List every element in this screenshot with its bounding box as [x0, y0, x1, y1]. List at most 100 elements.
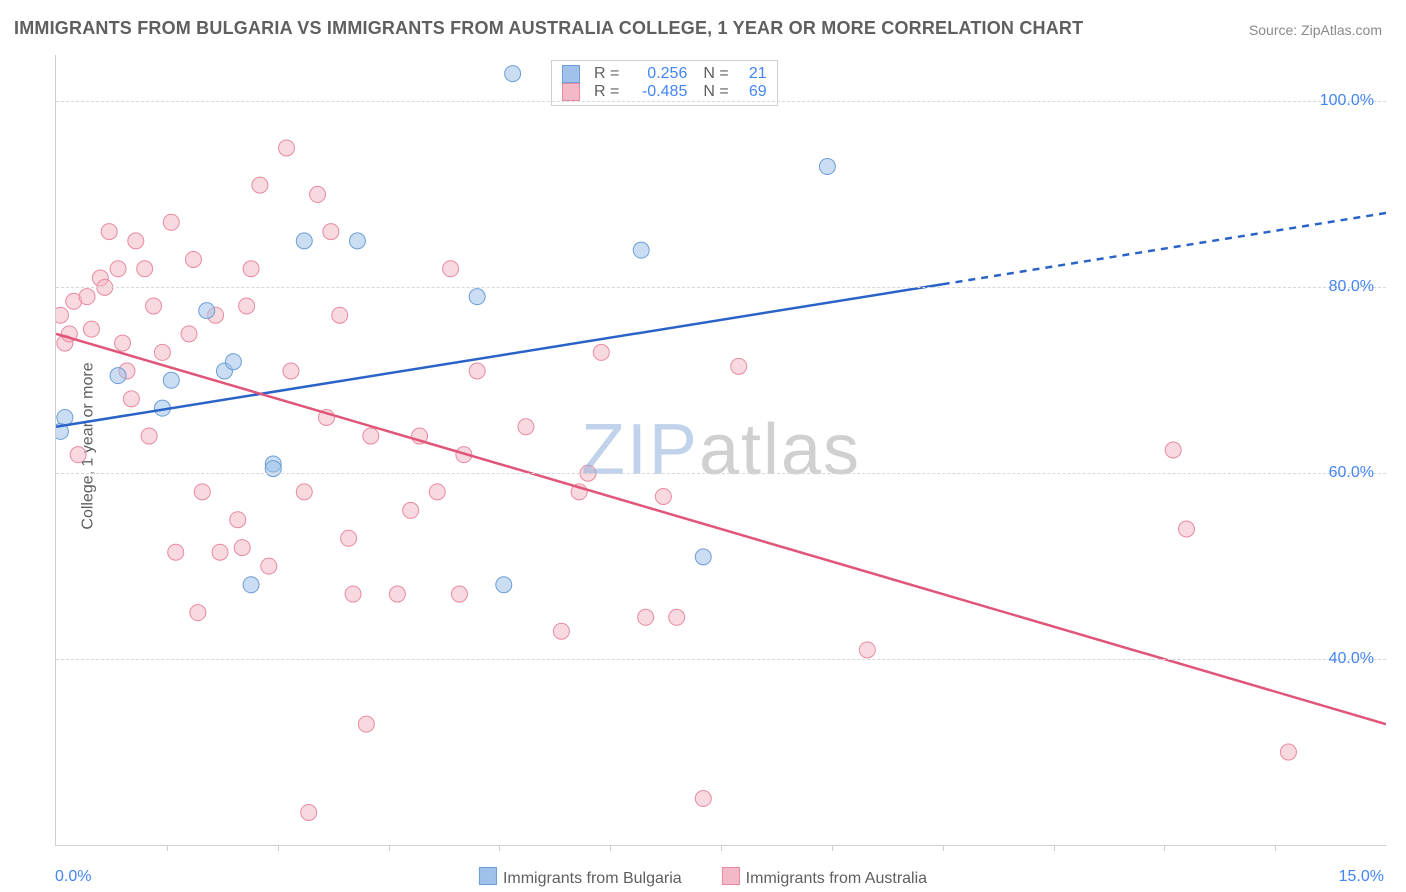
- bulgaria-point: [349, 233, 365, 249]
- x-tick: [167, 845, 168, 851]
- bulgaria-point: [110, 368, 126, 384]
- australia-point: [261, 558, 277, 574]
- bulgaria-point: [243, 577, 259, 593]
- australia-point: [345, 586, 361, 602]
- legend-label: Immigrants from Australia: [746, 870, 927, 887]
- australia-point: [443, 261, 459, 277]
- legend-item-australia: Immigrants from Australia: [722, 867, 927, 888]
- y-tick-label: 80.0%: [1329, 278, 1374, 296]
- australia-point: [389, 586, 405, 602]
- gridline: [56, 101, 1386, 102]
- australia-point: [163, 214, 179, 230]
- x-tick-min: 0.0%: [55, 868, 91, 886]
- x-tick: [832, 845, 833, 851]
- australia-point: [332, 307, 348, 323]
- x-tick: [278, 845, 279, 851]
- bulgaria-swatch-icon: [562, 65, 580, 83]
- bulgaria-point: [819, 159, 835, 175]
- bulgaria-point: [496, 577, 512, 593]
- australia-point: [115, 335, 131, 351]
- australia-point: [194, 484, 210, 500]
- australia-point: [279, 140, 295, 156]
- gridline: [56, 287, 1386, 288]
- australia-point: [655, 488, 671, 504]
- australia-point: [79, 289, 95, 305]
- australia-point: [323, 224, 339, 240]
- bulgaria-trend: [56, 284, 943, 427]
- bulgaria-point: [199, 303, 215, 319]
- x-tick: [499, 845, 500, 851]
- r-value: 0.256: [627, 65, 687, 83]
- australia-point: [252, 177, 268, 193]
- australia-point: [363, 428, 379, 444]
- legend-label: Immigrants from Bulgaria: [503, 870, 682, 887]
- plot-svg: [56, 55, 1386, 845]
- x-tick-max: 15.0%: [1339, 868, 1384, 886]
- r-label: R =: [594, 83, 619, 101]
- australia-point: [146, 298, 162, 314]
- australia-point: [429, 484, 445, 500]
- australia-point: [301, 804, 317, 820]
- chart-container: IMMIGRANTS FROM BULGARIA VS IMMIGRANTS F…: [0, 0, 1406, 892]
- australia-point: [403, 502, 419, 518]
- australia-point: [358, 716, 374, 732]
- y-tick-label: 100.0%: [1320, 92, 1374, 110]
- australia-point: [451, 586, 467, 602]
- australia-point: [168, 544, 184, 560]
- n-value: 21: [737, 65, 767, 83]
- australia-point: [83, 321, 99, 337]
- australia-point: [137, 261, 153, 277]
- australia-point: [234, 540, 250, 556]
- r-value: -0.485: [627, 83, 687, 101]
- australia-point: [56, 307, 68, 323]
- australia-point: [181, 326, 197, 342]
- gridline: [56, 659, 1386, 660]
- australia-point: [239, 298, 255, 314]
- australia-point: [593, 344, 609, 360]
- legend-item-bulgaria: Immigrants from Bulgaria: [479, 867, 682, 888]
- australia-point: [154, 344, 170, 360]
- australia-point: [695, 791, 711, 807]
- australia-swatch-icon: [562, 83, 580, 101]
- australia-swatch-icon: [722, 867, 740, 885]
- australia-point: [310, 186, 326, 202]
- australia-point: [859, 642, 875, 658]
- bulgaria-point: [57, 409, 73, 425]
- gridline: [56, 473, 1386, 474]
- x-tick: [1275, 845, 1276, 851]
- bulgaria-trend-dashed: [943, 213, 1386, 284]
- source-label: Source: ZipAtlas.com: [1249, 22, 1382, 38]
- x-tick: [943, 845, 944, 851]
- australia-point: [296, 484, 312, 500]
- australia-point: [185, 251, 201, 267]
- australia-point: [553, 623, 569, 639]
- correlation-legend: R = 0.256 N = 21 R = -0.485 N = 69: [551, 60, 778, 106]
- australia-point: [128, 233, 144, 249]
- x-tick: [1164, 845, 1165, 851]
- australia-point: [70, 447, 86, 463]
- n-label: N =: [703, 83, 728, 101]
- australia-point: [1179, 521, 1195, 537]
- australia-point: [212, 544, 228, 560]
- r-label: R =: [594, 65, 619, 83]
- australia-point: [101, 224, 117, 240]
- y-tick-label: 60.0%: [1329, 464, 1374, 482]
- bulgaria-point: [163, 372, 179, 388]
- x-tick: [610, 845, 611, 851]
- australia-point: [469, 363, 485, 379]
- australia-point: [243, 261, 259, 277]
- australia-point: [731, 358, 747, 374]
- n-label: N =: [703, 65, 728, 83]
- australia-point: [283, 363, 299, 379]
- bulgaria-point: [225, 354, 241, 370]
- australia-point: [638, 609, 654, 625]
- bulgaria-point: [469, 289, 485, 305]
- series-legend: Immigrants from Bulgaria Immigrants from …: [479, 867, 927, 888]
- australia-point: [230, 512, 246, 528]
- chart-title: IMMIGRANTS FROM BULGARIA VS IMMIGRANTS F…: [14, 18, 1083, 39]
- n-value: 69: [737, 83, 767, 101]
- bulgaria-swatch-icon: [479, 867, 497, 885]
- x-tick: [1054, 845, 1055, 851]
- legend-row-bulgaria: R = 0.256 N = 21: [562, 65, 767, 83]
- australia-point: [669, 609, 685, 625]
